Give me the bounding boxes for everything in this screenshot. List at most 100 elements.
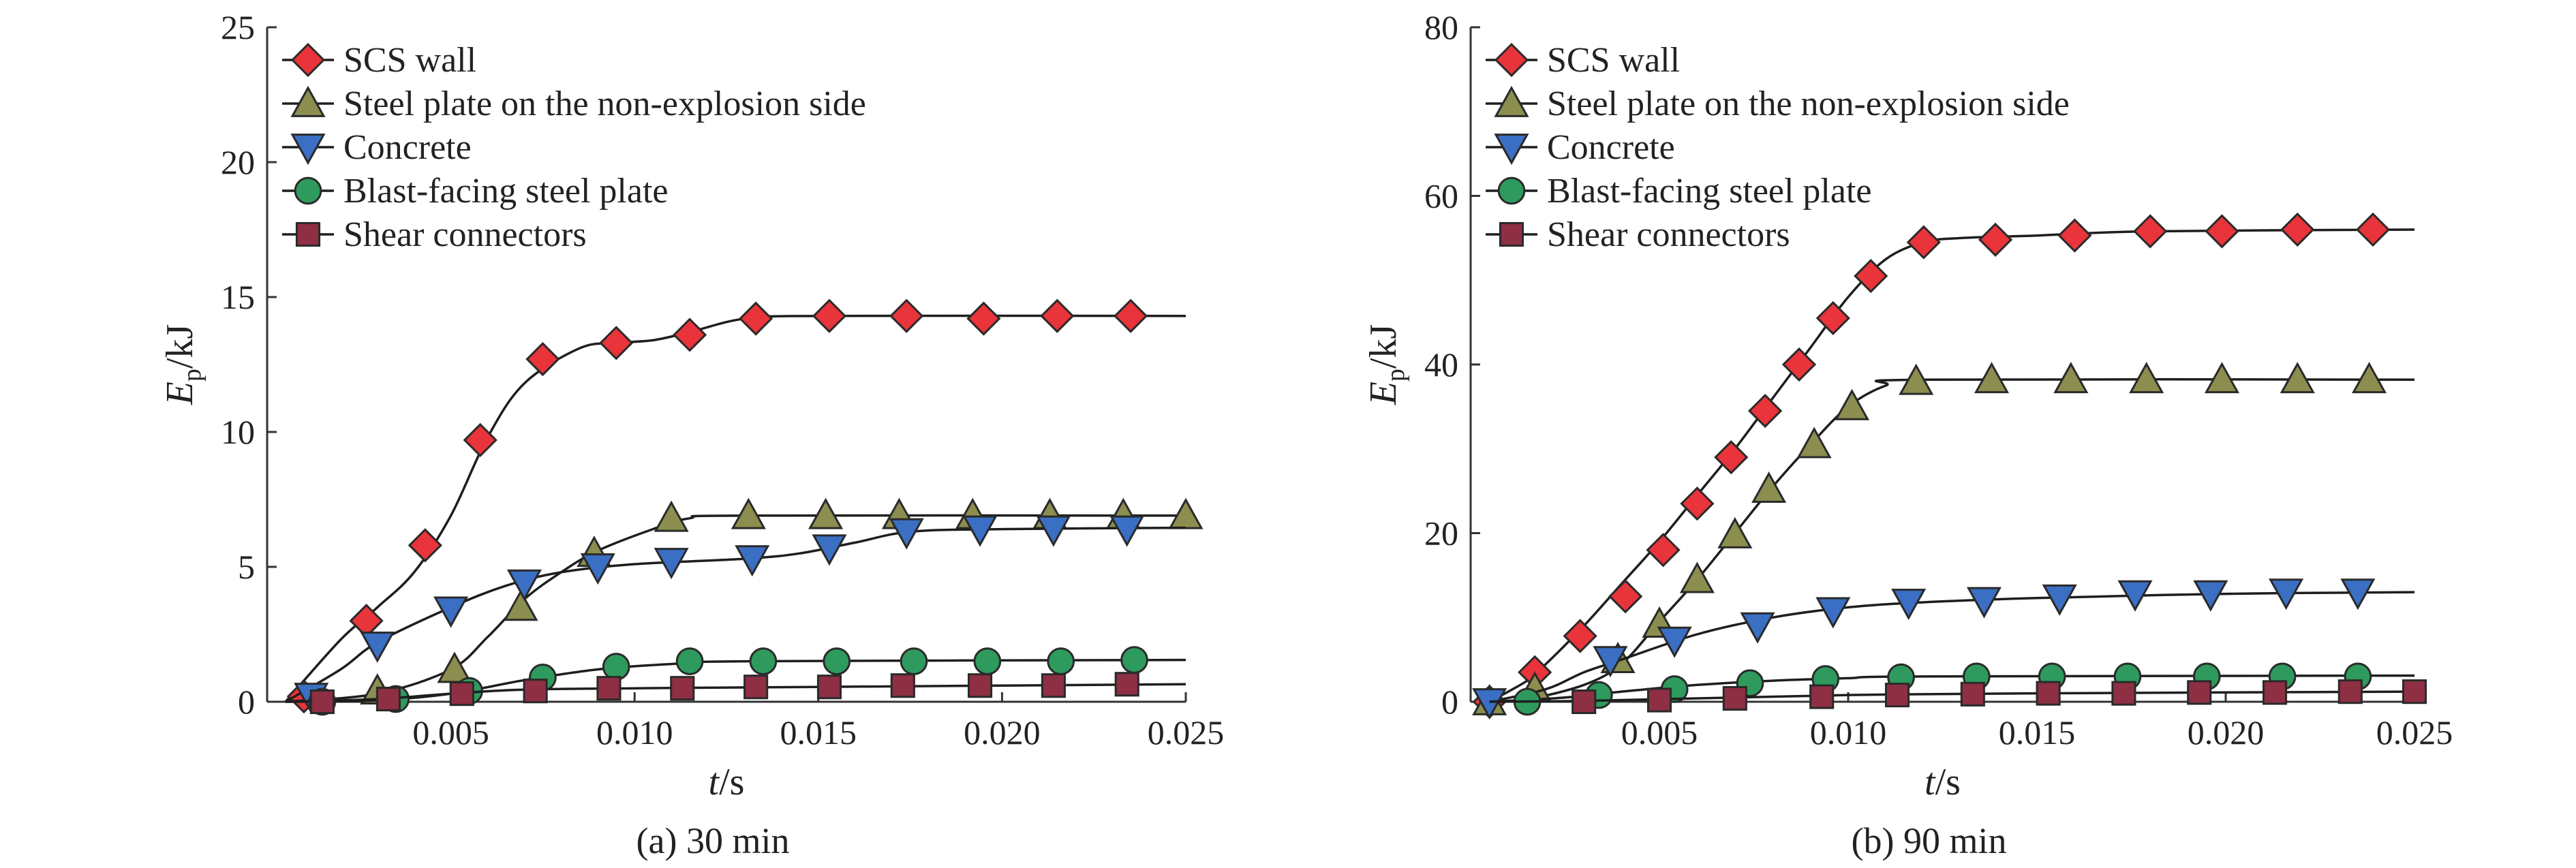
y-tick-label: 40	[1424, 345, 1458, 384]
data-point-square	[596, 676, 622, 701]
data-point-diamond	[408, 528, 442, 563]
x-tick-label: 0.025	[2376, 713, 2453, 751]
data-point-diamond	[812, 298, 847, 333]
data-point-diamond	[463, 422, 497, 458]
y-axis-subscript: p	[1381, 369, 1410, 382]
series-scs-wall	[284, 298, 1186, 714]
y-axis-label: Ep/kJ	[159, 324, 206, 406]
x-tick-label: 0.025	[1148, 713, 1225, 751]
x-axis-unit: /s	[1935, 761, 1961, 803]
x-axis-label: t/s	[709, 761, 745, 803]
legend-marker-triangle-down	[1494, 134, 1529, 166]
x-axis-unit: /s	[719, 761, 744, 803]
legend-marker-triangle-down	[290, 134, 326, 166]
data-point-square	[309, 689, 335, 715]
legend-marker-diamond	[290, 42, 326, 78]
x-axis-symbol: t	[709, 761, 720, 803]
data-point-triangle-up	[1899, 363, 1934, 395]
legend-label: SCS wall	[343, 41, 476, 80]
data-point-circle	[749, 647, 778, 675]
data-point-diamond	[2280, 212, 2315, 247]
data-point-triangle-up	[1834, 388, 1870, 420]
x-tick-label: 0.015	[1999, 713, 2076, 751]
data-point-square	[1722, 685, 1747, 711]
data-point-square	[743, 675, 769, 700]
data-point-square	[1809, 684, 1835, 709]
y-tick-label: 60	[1424, 177, 1458, 215]
legend-marker-circle	[294, 176, 322, 205]
y-tick-label: 25	[221, 8, 255, 46]
data-point-diamond	[2057, 218, 2092, 253]
data-point-circle	[602, 653, 630, 681]
y-tick-label: 0	[238, 683, 255, 721]
data-point-triangle-up	[1679, 561, 1715, 593]
data-point-diamond	[966, 301, 1001, 336]
data-point-diamond	[1854, 258, 1888, 294]
legend-marker-square	[295, 221, 321, 247]
data-point-diamond	[2205, 214, 2239, 249]
data-point-diamond	[525, 341, 560, 377]
data-point-diamond	[739, 301, 773, 336]
legend-marker-diamond	[1494, 42, 1529, 78]
data-point-triangle-down	[889, 518, 924, 550]
data-point-square	[1041, 673, 1066, 698]
y-axis-unit: /kJ	[159, 324, 201, 369]
legend-marker-triangle-up	[290, 85, 326, 117]
y-tick-label: 80	[1424, 8, 1458, 46]
data-point-triangle-down	[506, 569, 542, 601]
data-point-triangle-up	[2129, 362, 2164, 394]
data-point-square	[1571, 689, 1597, 715]
data-point-triangle-down	[1966, 587, 2002, 619]
x-tick-label: 0.010	[596, 713, 673, 751]
data-point-triangle-down	[2269, 578, 2304, 610]
data-point-diamond	[599, 326, 634, 360]
data-point-diamond	[1040, 298, 1075, 333]
data-point-square	[2111, 681, 2136, 706]
data-point-triangle-down	[2340, 578, 2376, 610]
data-point-triangle-down	[1593, 646, 1628, 678]
data-point-triangle-up	[731, 497, 766, 529]
data-point-circle	[973, 647, 1002, 675]
data-point-square	[890, 673, 915, 698]
data-point-triangle-up	[2351, 362, 2387, 394]
data-point-triangle-down	[1472, 688, 1507, 720]
legend-label: Steel plate on the non-explosion side	[1547, 84, 2070, 123]
legend-label: Blast-facing steel plate	[343, 172, 668, 211]
data-point-square	[2337, 679, 2363, 704]
data-point-triangle-up	[2204, 362, 2240, 394]
panel-a-chart: 0 5 10 15 20 25 0.005 0.010 0.015 0.020 0.025 t/s Ep…	[159, 8, 1224, 861]
legend-label: Concrete	[343, 128, 472, 167]
legend-label: Blast-facing steel plate	[1547, 172, 1871, 211]
data-point-square	[967, 673, 993, 698]
y-axis-unit: /kJ	[1362, 324, 1405, 369]
data-point-triangle-down	[1815, 597, 1851, 629]
y-tick-label: 20	[1424, 514, 1458, 553]
data-point-square	[2187, 680, 2212, 705]
data-point-diamond	[672, 317, 707, 352]
data-point-diamond	[1815, 300, 1850, 336]
data-point-triangle-up	[2053, 362, 2089, 394]
data-point-triangle-down	[1109, 515, 1145, 547]
x-tick-label: 0.015	[780, 713, 857, 751]
legend-label: Concrete	[1547, 128, 1675, 167]
data-point-square	[2036, 681, 2061, 706]
data-point-diamond	[1781, 347, 1817, 382]
data-point-triangle-down	[812, 534, 847, 566]
data-point-square	[375, 686, 401, 712]
x-tick-label: 0.010	[1810, 713, 1887, 751]
data-point-triangle-down	[1891, 589, 1927, 621]
series-scs-wall	[1472, 212, 2415, 719]
data-point-square	[670, 676, 695, 701]
data-point-diamond	[1646, 533, 1681, 568]
legend-marker-square	[1499, 221, 1524, 247]
data-point-triangle-up	[808, 497, 844, 529]
series-shear-connectors	[285, 672, 1186, 715]
data-point-square	[1646, 687, 1672, 713]
data-point-diamond	[1563, 619, 1597, 653]
data-point-diamond	[1113, 298, 1148, 333]
series-steel-plate-on-the-non-explosion-side	[1472, 362, 2415, 715]
panel-caption: (a) 30 min	[637, 820, 790, 861]
